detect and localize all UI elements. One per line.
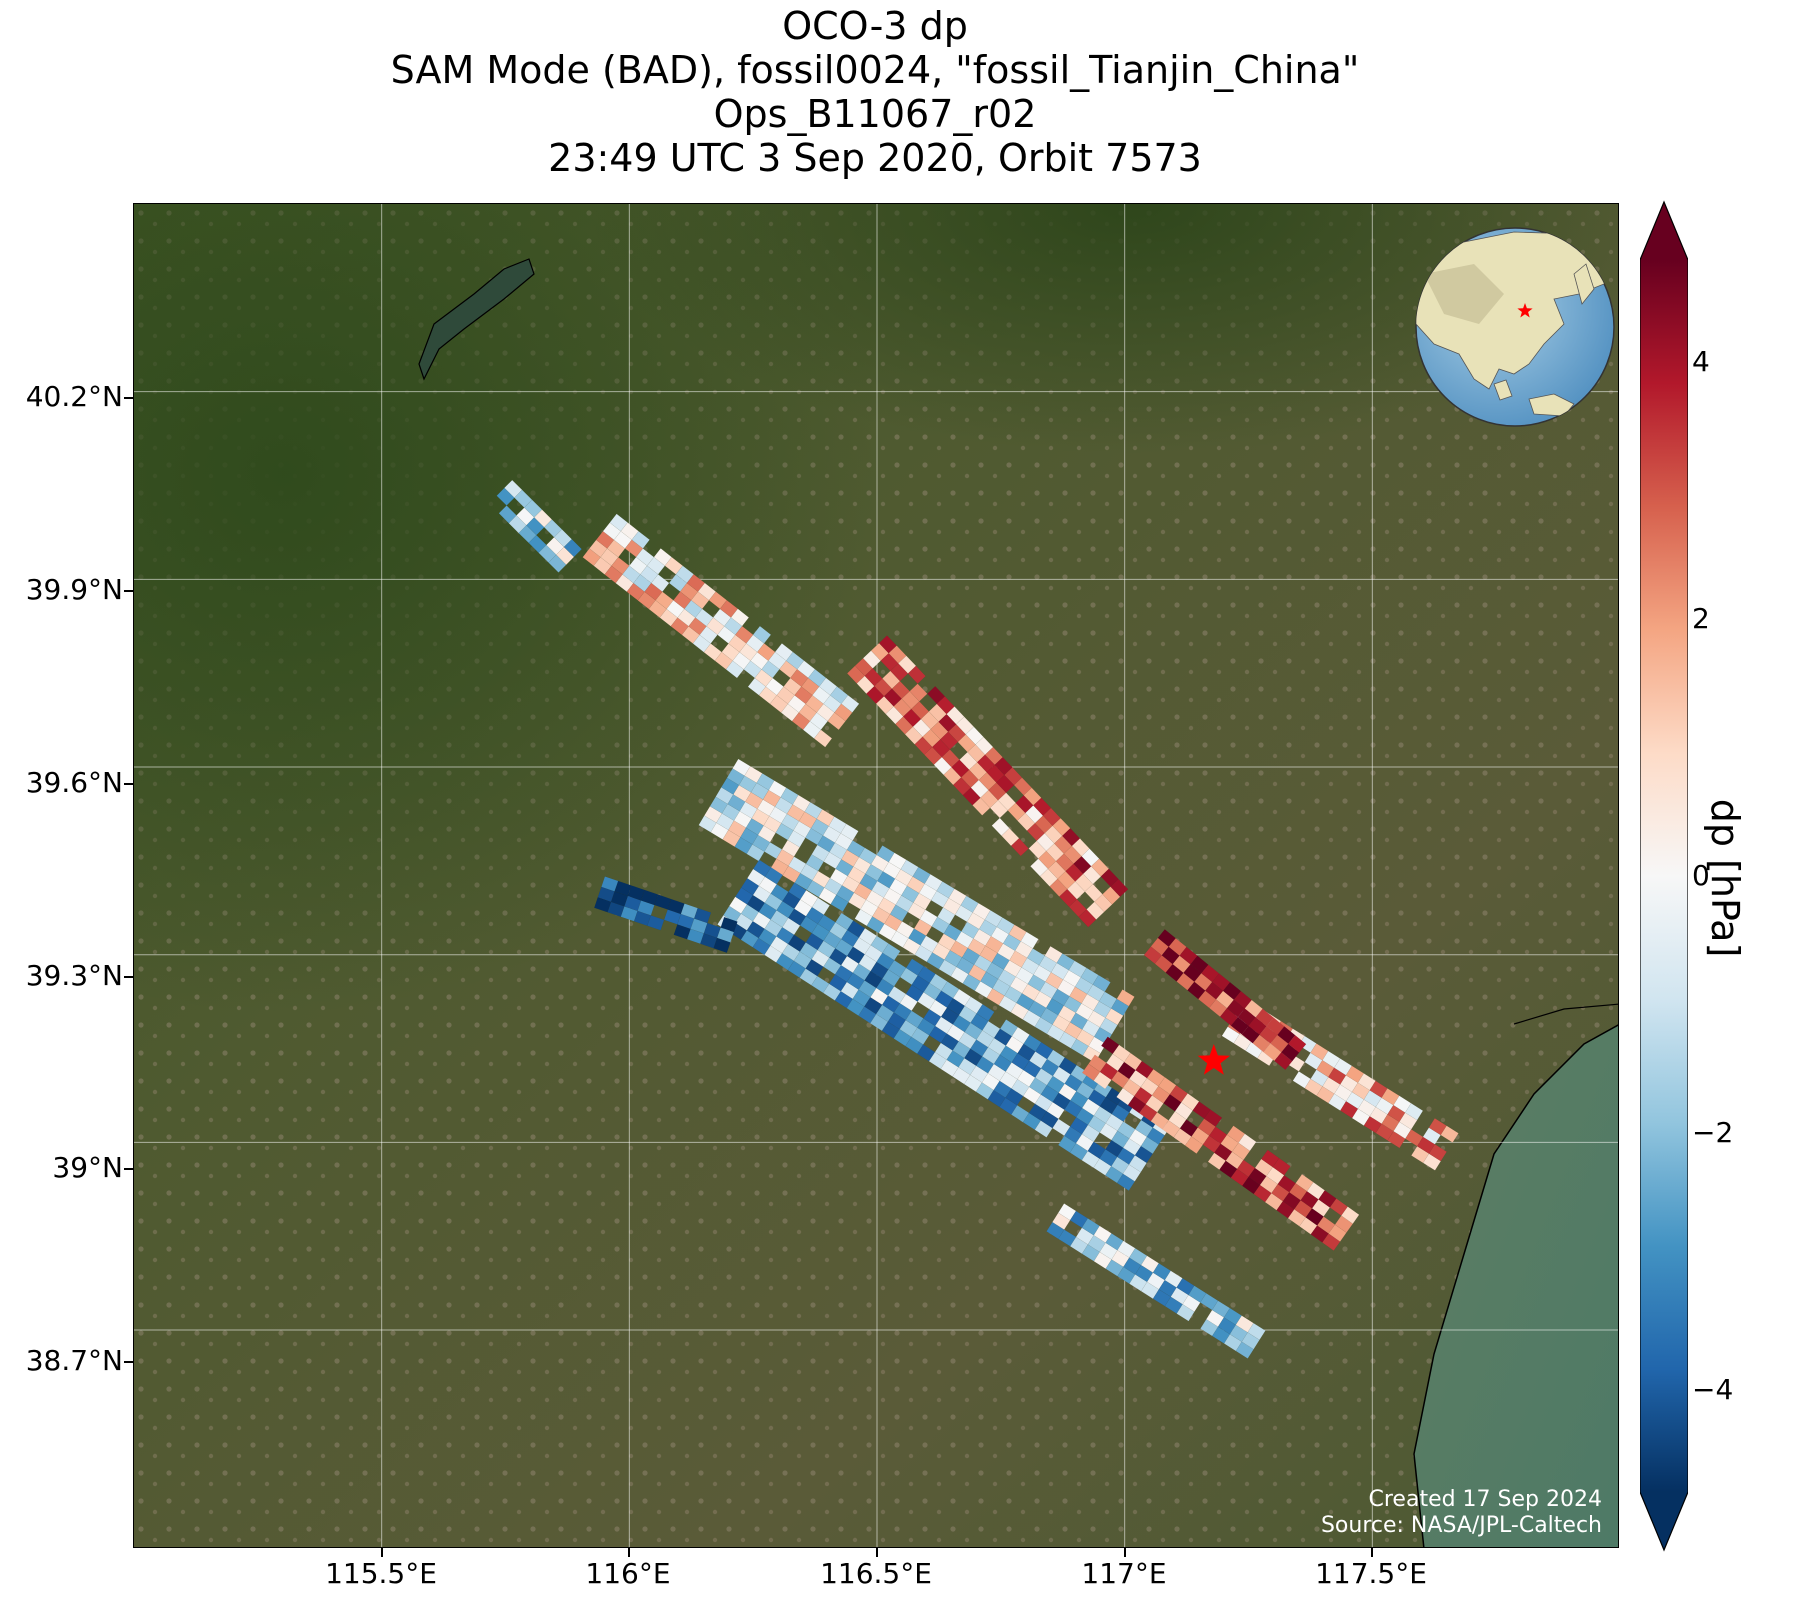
credit-text: Created 17 Sep 2024 Source: NASA/JPL-Cal…: [1321, 1487, 1602, 1539]
lat-tickmark: [124, 1361, 133, 1363]
dp-footprint-cell: [1428, 1144, 1447, 1162]
lon-tickmark: [876, 1548, 878, 1557]
lon-tick-label: 115.5°E: [325, 1557, 437, 1590]
title-line-4: 23:49 UTC 3 Sep 2020, Orbit 7573: [548, 136, 1202, 180]
figure-title: OCO-3 dp SAM Mode (BAD), fossil0024, "fo…: [0, 4, 1750, 180]
dp-footprint-cell: [1110, 878, 1129, 898]
map-panel[interactable]: Created 17 Sep 2024 Source: NASA/JPL-Cal…: [133, 203, 1619, 1548]
lat-tickmark: [124, 783, 133, 785]
bohai-sea: [1414, 1025, 1618, 1547]
colorbar-tick-label: 2: [1692, 602, 1710, 635]
lon-tickmark: [628, 1548, 630, 1557]
credit-created: Created 17 Sep 2024: [1368, 1487, 1603, 1512]
dp-footprint-cell: [907, 665, 926, 684]
globe-land-japan: [1573, 263, 1595, 305]
dp-footprint-cell: [1020, 931, 1039, 949]
dp-footprint-cell: [1288, 1035, 1307, 1053]
dp-footprint-cell: [1116, 989, 1135, 1007]
map-canvas[interactable]: [134, 204, 1619, 1548]
colorbar: [1640, 200, 1688, 1552]
lon-tickmark: [1371, 1548, 1373, 1557]
target-star-icon: [1197, 1044, 1230, 1075]
lat-tickmark: [124, 397, 133, 399]
dp-footprint-cell: [1092, 974, 1111, 992]
dp-footprint-cell: [1203, 1109, 1223, 1127]
map-gridlines: [134, 204, 1618, 1547]
colorbar-extend-max: [1640, 202, 1688, 260]
lat-tickmark: [124, 1168, 133, 1170]
colorbar-extend-min: [1640, 1492, 1688, 1550]
dp-footprint-cell: [752, 625, 772, 644]
colorbar-tick-label: 0: [1692, 859, 1710, 892]
lat-tick-label: 39.3°N: [25, 959, 123, 992]
coastline: [1413, 1024, 1618, 1547]
colorbar-tick-label: −4: [1692, 1373, 1734, 1406]
colorbar-gradient: [1640, 260, 1688, 1492]
dp-footprint-cell: [1238, 1133, 1257, 1152]
dp-footprint-cell: [764, 867, 783, 885]
dp-footprint-cell: [563, 538, 582, 558]
reservoir: [418, 258, 535, 381]
dp-footprint-cell: [1404, 1103, 1424, 1121]
lon-tick-label: 117.5°E: [1315, 1557, 1427, 1590]
colorbar-tick-label: 4: [1692, 345, 1710, 378]
lat-tick-label: 39.9°N: [25, 573, 123, 606]
lon-tick-label: 116°E: [585, 1557, 671, 1590]
credit-source: Source: NASA/JPL-Caltech: [1320, 1513, 1602, 1538]
lon-tickmark: [381, 1548, 383, 1557]
title-line-2: SAM Mode (BAD), fossil0024, "fossil_Tian…: [390, 48, 1360, 92]
dp-footprint-cell: [1440, 1125, 1459, 1143]
dp-footprint-cell: [1272, 1157, 1291, 1176]
dp-footprint-cell: [730, 608, 750, 627]
dp-footprint-cell: [631, 530, 650, 549]
colorbar-tick-label: −2: [1692, 1116, 1734, 1149]
title-line-3: Ops_B11067_r02: [713, 92, 1037, 136]
lon-tick-label: 117°E: [1081, 1557, 1167, 1590]
colorbar-label: dp [hPa]: [1703, 798, 1747, 958]
dp-footprint-cell: [813, 729, 833, 748]
inset-globe: [1415, 227, 1615, 427]
dp-footprint-cell: [840, 823, 859, 841]
lat-tickmark: [124, 590, 133, 592]
dp-footprint-cell: [811, 897, 830, 915]
dp-footprint-cell: [882, 943, 901, 961]
lat-tick-label: 39°N: [52, 1151, 123, 1184]
lat-tick-label: 39.6°N: [25, 766, 123, 799]
lon-tick-label: 116.5°E: [820, 1557, 932, 1590]
lat-tick-label: 40.2°N: [25, 380, 123, 413]
title-line-1: OCO-3 dp: [782, 4, 968, 48]
dp-footprints: [496, 479, 1459, 1359]
target-marker: [1197, 1044, 1230, 1075]
dp-footprint-cell: [976, 1004, 995, 1022]
dp-footprint-cell: [1341, 1206, 1360, 1224]
dp-footprint-cell: [720, 916, 738, 933]
dp-footprint-cell: [841, 694, 860, 713]
globe-star-icon: [1517, 303, 1533, 318]
dp-footprint-cell: [693, 907, 712, 924]
lat-tickmark: [124, 976, 133, 978]
lat-tick-label: 38.7°N: [25, 1344, 123, 1377]
lon-tickmark: [1124, 1548, 1126, 1557]
dp-footprint-cell: [1247, 1322, 1266, 1341]
coastline-north: [1513, 1003, 1618, 1025]
